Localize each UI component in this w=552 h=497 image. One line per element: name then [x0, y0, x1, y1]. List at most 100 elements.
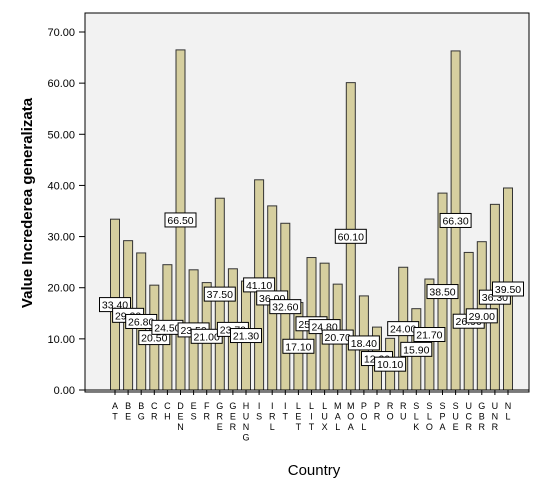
data-label-FR: 21.00 — [190, 328, 223, 344]
x-tick-letter: I — [284, 401, 287, 411]
x-tick-letter: L — [505, 412, 510, 422]
x-tick-letter: I — [258, 401, 261, 411]
x-tick-letter: U — [321, 412, 328, 422]
data-label-LET: 17.10 — [282, 338, 315, 354]
data-label-text: 29.00 — [469, 311, 495, 323]
x-tick-letter: S — [191, 412, 197, 422]
x-tick-letter: E — [177, 412, 183, 422]
data-label-text: 26.80 — [128, 316, 154, 328]
y-tick-label: 60.00 — [47, 78, 75, 90]
data-label-box — [465, 308, 498, 324]
x-tick-letter: U — [243, 412, 250, 422]
y-tick-label: 10.00 — [47, 334, 75, 346]
x-tick-letter: R — [203, 412, 210, 422]
x-axis: A TB EB GC RC HD E NE SF RG R EG E RH U N GI SI R LI TL E TL I T… — [85, 389, 529, 443]
x-tick-letter: R — [230, 422, 237, 432]
x-tick-letter: R — [479, 422, 486, 432]
data-label-text: 38.50 — [429, 287, 455, 299]
x-tick-letter: R — [492, 422, 499, 432]
data-label-box — [203, 286, 236, 302]
x-tick-letter: L — [309, 401, 314, 411]
x-tick-letter: L — [335, 422, 340, 432]
x-tick-letter: G — [242, 433, 249, 443]
x-tick-letter: C — [151, 401, 158, 411]
x-tick-letter: O — [387, 412, 394, 422]
x-tick-letter: H — [243, 401, 250, 411]
x-tick-letter: R — [151, 412, 158, 422]
x-tick-letter: A — [335, 412, 341, 422]
x-tick-letter: U — [492, 401, 499, 411]
x-tick-letter: R — [217, 412, 224, 422]
x-tick-letter: L — [270, 422, 275, 432]
data-label-text: 60.10 — [338, 231, 364, 243]
x-tick-letter: I — [271, 401, 274, 411]
x-tick-letter: E — [295, 412, 301, 422]
data-label-box — [347, 335, 380, 351]
x-tick-letter: T — [283, 412, 289, 422]
x-tick-letter: H — [164, 412, 171, 422]
x-tick-letter: I — [310, 412, 313, 422]
data-label-IT: 32.60 — [269, 299, 302, 315]
y-tick-label: 40.00 — [47, 180, 75, 192]
x-tick-letter: U — [400, 412, 407, 422]
data-label-text: 39.50 — [495, 284, 521, 296]
x-tick-letter: A — [112, 401, 118, 411]
data-label-text: 21.00 — [194, 331, 220, 343]
x-tick-letter: L — [414, 412, 419, 422]
x-tick-letter: T — [112, 412, 118, 422]
y-axis-title: Value Increderea generalizata — [19, 97, 36, 308]
data-label-box — [374, 356, 407, 372]
data-label-box — [492, 281, 524, 297]
x-tick-letter: S — [256, 412, 262, 422]
x-tick-letter: E — [453, 422, 459, 432]
x-tick-letter: L — [427, 412, 432, 422]
x-tick-letter: F — [204, 401, 210, 411]
x-tick-letter: R — [387, 401, 394, 411]
y-tick-label: 0.00 — [54, 385, 75, 397]
x-tick-letter: A — [439, 422, 445, 432]
x-tick-letter: R — [374, 412, 381, 422]
data-label-box — [269, 299, 302, 315]
x-tick-letter: M — [347, 401, 355, 411]
y-tick-label: 70.00 — [47, 27, 75, 39]
x-tick-letter: N — [243, 422, 250, 432]
x-tick-letter: C — [164, 401, 171, 411]
x-tick-letter: O — [347, 412, 354, 422]
x-tick-letter: L — [322, 401, 327, 411]
data-label-RU: 24.00 — [387, 321, 420, 337]
x-tick-letter: C — [465, 412, 472, 422]
data-label-RO: 10.10 — [374, 356, 407, 372]
x-tick-letter: S — [426, 401, 432, 411]
x-tick-letter: T — [296, 422, 302, 432]
data-label-text: 18.40 — [351, 338, 377, 350]
x-tick-letter: G — [229, 401, 236, 411]
x-tick-letter: E — [217, 422, 223, 432]
x-tick-letter: P — [439, 412, 445, 422]
data-label-text: 10.10 — [377, 359, 403, 371]
data-label-IS: 41.10 — [243, 277, 276, 293]
x-tick-letter: M — [334, 401, 342, 411]
x-tick-letter: E — [230, 412, 236, 422]
y-tick-label: 30.00 — [47, 232, 75, 244]
data-labels-layer: 33.4029.2026.8020.5024.5066.5023.5021.00… — [99, 212, 524, 372]
data-label-box — [282, 338, 315, 354]
data-label-SLK: 15.90 — [400, 341, 433, 357]
data-label-text: 37.50 — [207, 289, 233, 301]
data-label-text: 24.50 — [154, 322, 180, 334]
data-label-text: 21.30 — [233, 331, 259, 343]
